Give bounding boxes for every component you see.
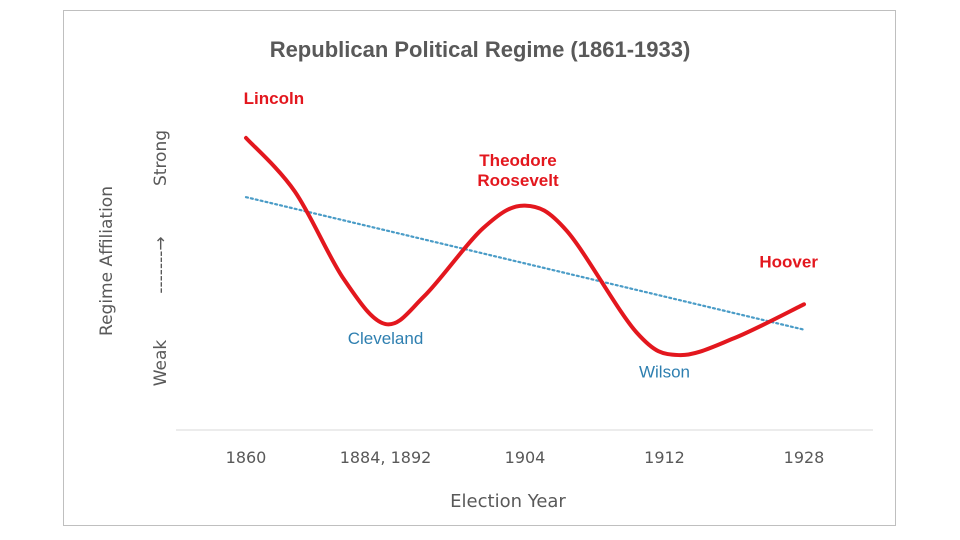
x-axis-title: Election Year (450, 491, 566, 512)
annotation-label: Wilson (639, 363, 690, 382)
series-layer (244, 135, 806, 358)
annotation-label: Roosevelt (477, 171, 559, 190)
chart-frame (63, 10, 896, 526)
annotation-label: Lincoln (244, 89, 304, 108)
x-tick-label: 1884, 1892 (340, 448, 432, 467)
y-axis-label: Regime Affiliation Weak -------→ Strong (97, 130, 171, 386)
annotation-label: Cleveland (348, 329, 424, 348)
y-axis-title: Regime Affiliation (97, 186, 117, 336)
x-tick-label: 1860 (226, 448, 267, 467)
regime-strength-line (244, 135, 806, 358)
x-tick-label: 1912 (644, 448, 685, 467)
trend-line (244, 196, 806, 331)
x-tick-labels: 1860 1884, 1892 1904 1912 1928 (226, 448, 825, 467)
y-axis-strong-label: Strong (151, 130, 171, 186)
chart-title: Republican Political Regime (1861-1933) (270, 37, 691, 62)
y-axis-weak-label: Weak (151, 340, 171, 387)
y-axis-arrow: -------→ (151, 236, 171, 293)
x-tick-label: 1928 (784, 448, 825, 467)
annotation-label: Theodore (479, 151, 556, 170)
x-tick-label: 1904 (505, 448, 546, 467)
annotation-label: Hoover (759, 253, 818, 272)
